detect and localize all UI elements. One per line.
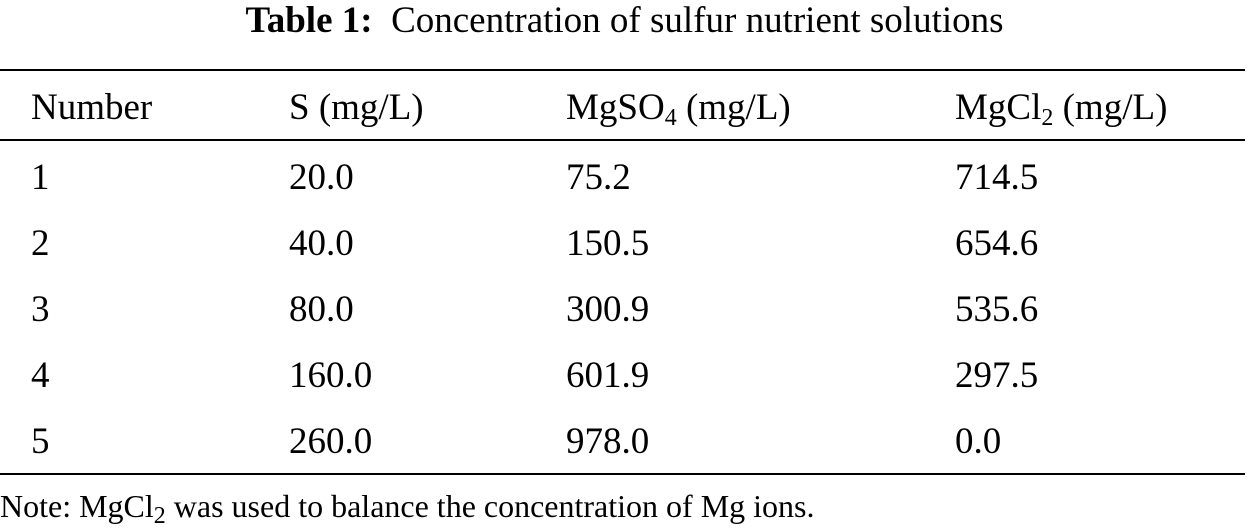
column-header-s: S (mg/L) <box>289 87 424 128</box>
cell-mgso4: 150.5 <box>566 223 650 264</box>
column-header-number: Number <box>31 87 153 128</box>
table-header-row: Number S (mg/L) MgSO4 (mg/L) MgCl2 (mg/L… <box>0 75 1249 141</box>
column-header-mgcl2: MgCl2 (mg/L) <box>955 87 1168 131</box>
cell-number: 4 <box>31 355 50 396</box>
table-row: 4 160.0 601.9 297.5 <box>0 343 1249 409</box>
cell-s: 20.0 <box>289 157 354 198</box>
cell-mgso4: 75.2 <box>566 157 631 198</box>
cell-mgso4: 601.9 <box>566 355 650 396</box>
cell-mgcl2: 0.0 <box>955 421 1002 462</box>
top-rule <box>0 69 1245 71</box>
cell-mgso4: 300.9 <box>566 289 650 330</box>
cell-mgso4: 978.0 <box>566 421 650 462</box>
table-row: 1 20.0 75.2 714.5 <box>0 145 1249 211</box>
bottom-rule <box>0 473 1245 475</box>
cell-s: 160.0 <box>289 355 373 396</box>
table-caption: Table 1: Concentration of sulfur nutrien… <box>0 0 1249 56</box>
cell-s: 80.0 <box>289 289 354 330</box>
cell-number: 5 <box>31 421 50 462</box>
caption-label: Table 1: <box>245 0 373 41</box>
column-header-mgso4: MgSO4 (mg/L) <box>566 87 791 131</box>
cell-number: 3 <box>31 289 50 330</box>
table-row: 3 80.0 300.9 535.6 <box>0 277 1249 343</box>
table-row: 5 260.0 978.0 0.0 <box>0 409 1249 475</box>
cell-number: 1 <box>31 157 50 198</box>
cell-mgcl2: 535.6 <box>955 289 1039 330</box>
table-row: 2 40.0 150.5 654.6 <box>0 211 1249 277</box>
caption-text: Concentration of sulfur nutrient solutio… <box>391 0 1004 41</box>
header-rule <box>0 139 1245 141</box>
table-note: Note: MgCl2 was used to balance the conc… <box>0 488 815 529</box>
cell-mgcl2: 654.6 <box>955 223 1039 264</box>
cell-s: 260.0 <box>289 421 373 462</box>
cell-mgcl2: 297.5 <box>955 355 1039 396</box>
cell-mgcl2: 714.5 <box>955 157 1039 198</box>
cell-number: 2 <box>31 223 50 264</box>
cell-s: 40.0 <box>289 223 354 264</box>
